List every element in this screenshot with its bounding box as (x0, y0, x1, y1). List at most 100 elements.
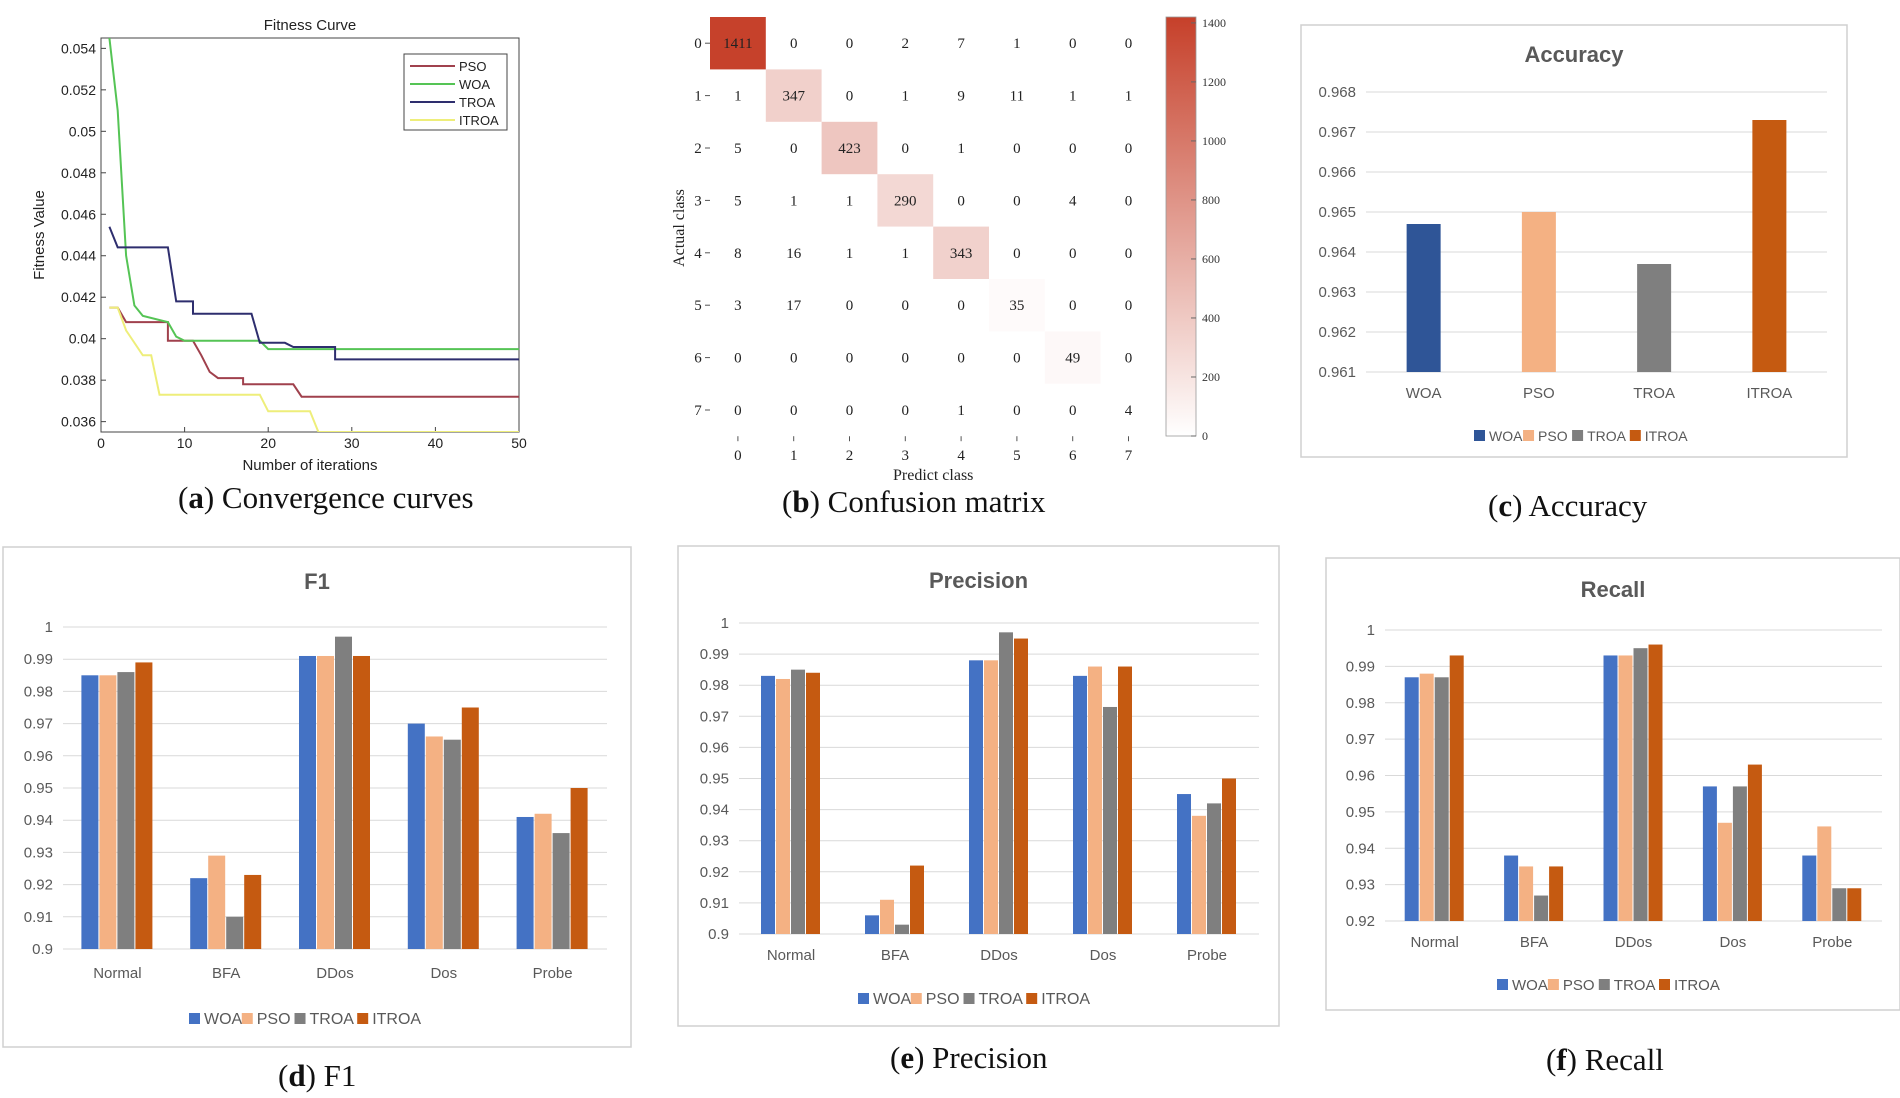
confusion-cell-value: 0 (1125, 141, 1133, 157)
confusion-chart: 1411 0 0 2 7 1 0 01 347 0 1 9 11 1 15 0 423 0 1 0 0 05 1 1 290 0 0… (671, 16, 1226, 484)
precision-legend-swatch (963, 993, 975, 1004)
fitness-ytick-label: 0.048 (61, 165, 96, 181)
f1-bar-troa-normal (117, 672, 135, 949)
precision-bar-troa-bfa (895, 924, 909, 934)
recall-bar-woa-normal (1404, 677, 1419, 921)
recall-category-label: DDos (1615, 934, 1653, 951)
precision-ytick-label: 0.96 (700, 739, 729, 756)
colorbar-tick-label: 1200 (1202, 75, 1226, 89)
confusion-cell-value: 8 (734, 246, 742, 262)
precision-ytick-label: 0.9 (708, 926, 729, 943)
precision-bar-troa-ddos (999, 632, 1013, 934)
accuracy-bar-troa (1637, 264, 1672, 372)
confusion-cell-value: 0 (1069, 36, 1077, 52)
confusion-cell-value: 11 (1010, 89, 1024, 105)
recall-ytick-label: 0.95 (1346, 804, 1375, 821)
f1-bar-troa-ddos (335, 636, 352, 949)
confusion-cell-value: 0 (1125, 351, 1133, 367)
caption-a: (a) Convergence curves (178, 480, 474, 515)
fitness-legend-label: ITROA (459, 113, 499, 128)
confusion-cell-value: 17 (786, 298, 802, 314)
accuracy-legend-label: WOA (1489, 428, 1523, 444)
confusion-cell-value: 0 (846, 403, 854, 419)
f1-legend-label: TROA (310, 1011, 355, 1028)
confusion-cell-value: 1 (902, 246, 910, 262)
confusion-cell-value: 0 (1069, 141, 1077, 157)
recall-bar-woa-dos (1702, 786, 1717, 921)
confusion-ytick-label: 3 (694, 193, 702, 209)
f1-bar-woa-dos (407, 723, 425, 949)
f1-bar-woa-bfa (190, 878, 208, 949)
f1-bar-itroa-probe (570, 788, 588, 949)
recall-bar-troa-bfa (1534, 895, 1549, 921)
f1-bar-pso-ddos (317, 655, 334, 949)
confusion-cell-value: 1 (902, 89, 910, 105)
precision-ytick-label: 0.91 (700, 895, 729, 912)
precision-bar-troa-probe (1207, 803, 1221, 934)
f1-ytick-label: 0.96 (24, 748, 53, 765)
f1-legend-swatch (294, 1013, 306, 1024)
precision-bar-woa-probe (1177, 794, 1191, 934)
fitness-ytick-label: 0.036 (61, 414, 96, 430)
precision-category-label: DDos (980, 947, 1018, 964)
precision-ytick-label: 0.98 (700, 677, 729, 694)
confusion-ytick-label: 6 (694, 351, 702, 367)
confusion-xtick-label: 0 (734, 448, 742, 464)
confusion-ytick-label: 1 (694, 89, 702, 105)
recall-ytick-label: 0.93 (1346, 877, 1375, 894)
recall-bar-pso-bfa (1519, 866, 1534, 921)
accuracy-legend-swatch (1629, 430, 1641, 441)
confusion-cell-value: 49 (1065, 351, 1080, 367)
colorbar-tick-label: 1400 (1202, 16, 1226, 30)
f1-chart: F1 0.9 0.91 0.92 0.93 0.94 0.95 0.96 0.97 0.98 0.9… (2, 546, 632, 1048)
confusion-cell-value: 0 (902, 351, 910, 367)
precision-category-label: Dos (1090, 947, 1117, 964)
recall-ytick-label: 0.99 (1346, 658, 1375, 675)
fitness-legend-label: WOA (459, 77, 490, 92)
precision-category-label: Probe (1187, 947, 1227, 964)
recall-bar-itroa-bfa (1549, 866, 1564, 921)
recall-legend-label: WOA (1512, 977, 1548, 994)
precision-ytick-label: 0.93 (700, 833, 729, 850)
recall-bar-troa-dos (1732, 786, 1747, 921)
precision-legend-label: WOA (873, 991, 912, 1008)
confusion-cell (710, 17, 766, 70)
confusion-ytick-label: 0 (694, 36, 702, 52)
f1-ytick-label: 0.92 (24, 877, 53, 894)
f1-legend-label: WOA (204, 1011, 243, 1028)
confusion-cell-value: 1 (1013, 36, 1021, 52)
fitness-line-itroa (109, 306, 519, 432)
accuracy-ytick-label: 0.965 (1318, 204, 1356, 221)
confusion-cell (1044, 331, 1101, 384)
f1-ytick-label: 0.91 (24, 909, 53, 926)
confusion-cell-value: 423 (838, 141, 861, 157)
fitness-chart: Fitness Curve 0 10 20 30 40 50 0.036 0.038 0.04 0.… (31, 17, 527, 474)
recall-category-label: BFA (1520, 934, 1548, 951)
precision-ytick-label: 0.99 (700, 646, 729, 663)
confusion-cell-value: 0 (1125, 246, 1133, 262)
f1-ytick-label: 0.94 (24, 812, 53, 829)
accuracy-category-label: PSO (1523, 385, 1555, 402)
confusion-cell-value: 0 (1013, 141, 1021, 157)
confusion-cell-value: 0 (1125, 36, 1133, 52)
precision-bar-woa-normal (761, 675, 775, 934)
precision-bar-pso-bfa (880, 899, 894, 934)
fitness-title: Fitness Curve (264, 17, 357, 34)
f1-legend-swatch (357, 1013, 369, 1024)
accuracy-category-label: WOA (1406, 385, 1442, 402)
precision-legend-label: PSO (926, 991, 960, 1008)
f1-category-label: Dos (430, 965, 457, 982)
accuracy-legend-label: ITROA (1645, 428, 1688, 444)
confusion-ytick-label: 4 (694, 246, 702, 262)
accuracy-chart: Accuracy 0.961 0.962 0.963 0.964 0.965 0.966 0.… (1300, 24, 1848, 458)
f1-bar-woa-probe (516, 816, 534, 949)
confusion-cell-value: 0 (1013, 193, 1021, 209)
precision-bar-troa-dos (1103, 706, 1117, 934)
colorbar-tick-label: 1000 (1202, 134, 1226, 148)
fitness-ytick-label: 0.046 (61, 206, 96, 222)
colorbar-tick-label: 0 (1202, 429, 1208, 443)
recall-bar-woa-ddos (1603, 655, 1618, 921)
fitness-xtick-label: 10 (177, 435, 193, 451)
accuracy-ytick-label: 0.962 (1318, 324, 1356, 341)
